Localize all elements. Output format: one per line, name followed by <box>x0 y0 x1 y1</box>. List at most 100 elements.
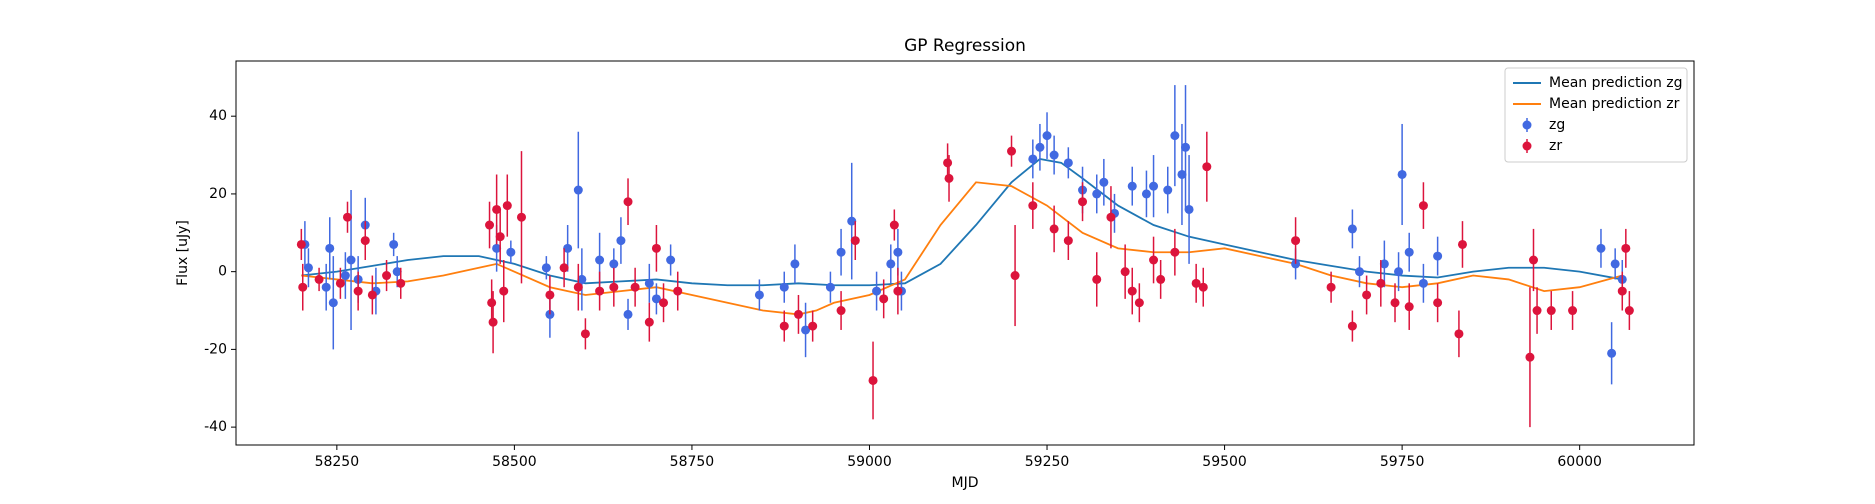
data-point <box>872 286 882 296</box>
data-point <box>1049 150 1059 160</box>
data-point <box>1596 243 1606 253</box>
data-point <box>1390 298 1400 308</box>
data-point <box>1624 306 1634 316</box>
data-point <box>1525 352 1535 362</box>
data-point <box>389 239 399 249</box>
legend-swatch <box>1522 120 1532 130</box>
data-point <box>1610 259 1620 269</box>
x-axis-label: MJD <box>952 475 979 491</box>
data-point <box>595 255 605 265</box>
data-point <box>353 286 363 296</box>
plot-frame <box>235 60 1695 446</box>
legend-label: zr <box>1549 138 1562 154</box>
x-tick-label: 59250 <box>1025 454 1070 470</box>
data-point <box>1127 286 1137 296</box>
mean-line <box>301 157 1623 287</box>
legend-swatch <box>1522 141 1532 151</box>
data-point <box>1181 142 1191 152</box>
data-point <box>673 286 683 296</box>
data-point <box>630 282 640 292</box>
data-point <box>516 212 526 222</box>
data-point <box>495 232 505 242</box>
data-point <box>893 286 903 296</box>
data-point <box>1546 306 1556 316</box>
data-point <box>485 220 495 230</box>
data-point <box>1092 274 1102 284</box>
data-point <box>754 290 764 300</box>
data-point <box>298 282 308 292</box>
data-point <box>1106 212 1116 222</box>
legend-label: Mean prediction zg <box>1549 75 1683 91</box>
data-point <box>577 274 587 284</box>
data-point <box>651 294 661 304</box>
data-point <box>303 263 313 273</box>
data-point <box>609 259 619 269</box>
data-point <box>609 282 619 292</box>
legend-label: Mean prediction zr <box>1549 96 1680 112</box>
x-tick-label: 59500 <box>1202 454 1247 470</box>
data-point <box>1177 169 1187 179</box>
data-point <box>943 158 953 168</box>
data-point <box>492 204 502 214</box>
data-point <box>1617 286 1627 296</box>
data-point <box>1457 239 1467 249</box>
data-point <box>321 282 331 292</box>
data-point <box>1326 282 1336 292</box>
data-point <box>1134 298 1144 308</box>
data-point <box>314 274 324 284</box>
data-point <box>1202 162 1212 172</box>
data-point <box>1404 247 1414 257</box>
data-point <box>499 286 509 296</box>
x-tick-label: 60000 <box>1557 454 1602 470</box>
data-point <box>342 212 352 222</box>
chart-title: GP Regression <box>904 36 1026 56</box>
data-point <box>1291 236 1301 246</box>
plot-area <box>236 61 1694 445</box>
data-point <box>1568 306 1578 316</box>
data-point <box>488 317 498 327</box>
data-point <box>392 267 402 277</box>
data-point <box>1170 247 1180 257</box>
data-point <box>836 247 846 257</box>
y-tick-label: 0 <box>218 264 227 280</box>
data-point <box>616 236 626 246</box>
data-point <box>1394 267 1404 277</box>
data-point <box>836 306 846 316</box>
data-point <box>659 298 669 308</box>
data-point <box>573 282 583 292</box>
data-point <box>1035 142 1045 152</box>
data-point <box>847 216 857 226</box>
data-point <box>492 243 502 253</box>
x-tick-label: 58250 <box>315 454 360 470</box>
data-point <box>328 298 338 308</box>
data-point <box>1433 251 1443 261</box>
data-point <box>506 247 516 257</box>
data-point <box>545 290 555 300</box>
data-point <box>335 278 345 288</box>
data-point <box>487 298 497 308</box>
data-point <box>1028 201 1038 211</box>
data-point <box>580 329 590 339</box>
data-point <box>1010 271 1020 281</box>
data-point <box>1184 204 1194 214</box>
data-point <box>1454 329 1464 339</box>
data-point <box>793 309 803 319</box>
data-point <box>944 173 954 183</box>
data-point <box>1397 169 1407 179</box>
data-point <box>325 243 335 253</box>
data-point <box>1141 189 1151 199</box>
data-point <box>1120 267 1130 277</box>
data-point <box>868 375 878 385</box>
x-tick-label: 59000 <box>847 454 892 470</box>
data-point <box>779 321 789 331</box>
data-point <box>541 263 551 273</box>
data-point <box>595 286 605 296</box>
data-point <box>1198 282 1208 292</box>
data-point <box>886 259 896 269</box>
data-point <box>808 321 818 331</box>
data-point <box>825 282 835 292</box>
data-point <box>1156 274 1166 284</box>
data-point <box>1528 255 1538 265</box>
data-point <box>1163 185 1173 195</box>
